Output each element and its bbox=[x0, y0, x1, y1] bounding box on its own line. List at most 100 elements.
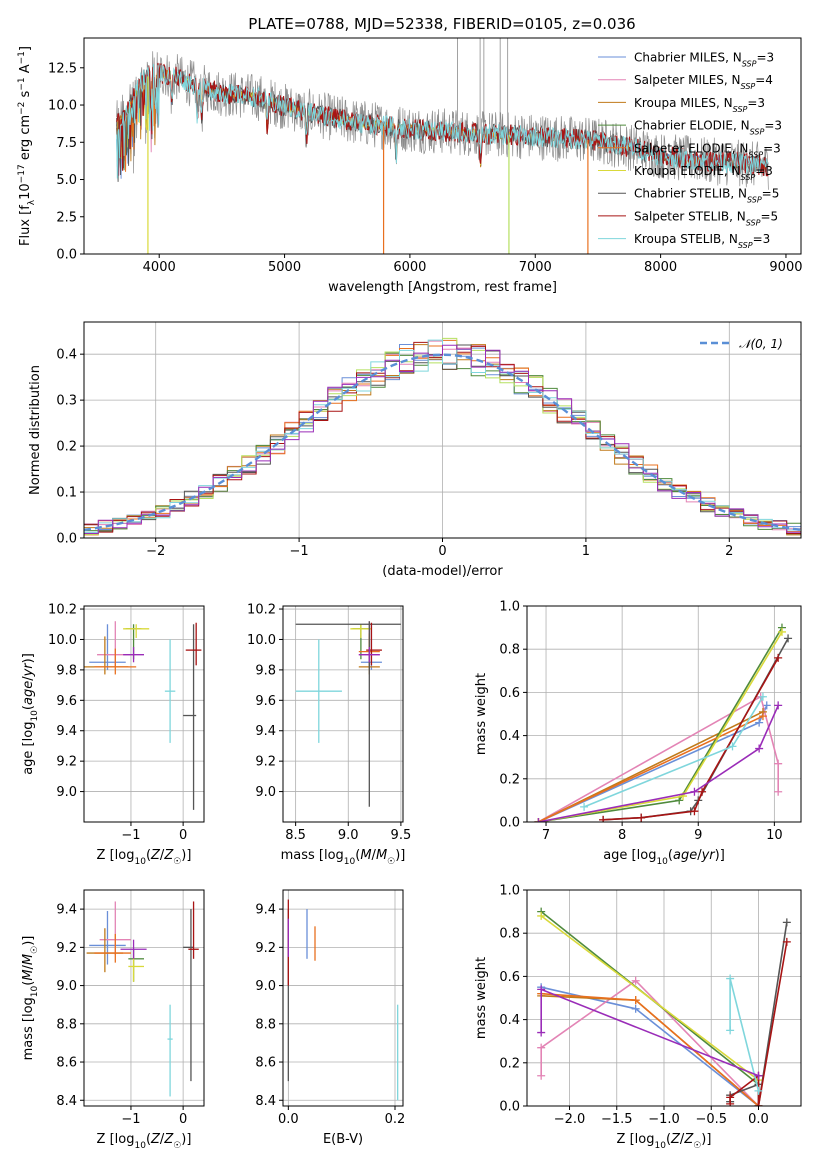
y-tick-label: 9.4 bbox=[56, 724, 77, 739]
weight-marker bbox=[637, 813, 646, 822]
weight-marker bbox=[774, 759, 783, 768]
weight-line bbox=[540, 979, 760, 1106]
x-tick-label: 7 bbox=[542, 828, 550, 843]
legend-label-tail: =3 bbox=[756, 51, 774, 65]
y-axis-label: mass weight bbox=[474, 673, 489, 755]
x-axis-label: mass [log10(M/M☉)] bbox=[281, 848, 406, 867]
errorbar-point bbox=[185, 622, 202, 666]
x-axis-label: Z [log10(Z/Z☉)] bbox=[617, 1132, 712, 1151]
plot-area-weight_vs_age bbox=[534, 623, 793, 822]
plot-area-age_vs_mass bbox=[295, 621, 401, 807]
errorbar-point bbox=[123, 647, 144, 663]
weight-marker bbox=[599, 815, 608, 822]
y-tick-label: 9.0 bbox=[255, 979, 276, 994]
y-tick-label: 0.4 bbox=[499, 729, 520, 744]
x-tick-label: 10 bbox=[766, 828, 783, 843]
x-tick-label: 6000 bbox=[393, 260, 426, 275]
legend-label-tail: =3 bbox=[753, 232, 771, 246]
weight-marker bbox=[754, 1086, 763, 1095]
legend-label-tail: =3 bbox=[747, 96, 765, 110]
legend-label-subscript: SSP bbox=[738, 241, 753, 250]
axes-frame: −1 0 9.0 9.2 9.4 9.6 9.8 10.0 10.2 Z [log10(Z/Z☉)… bbox=[21, 603, 205, 867]
legend-label-subscript: SSP bbox=[747, 195, 762, 204]
legend-label: Kroupa STELIB, NSSP=3 bbox=[634, 232, 770, 250]
weight-marker bbox=[675, 796, 684, 805]
y-tick-label: 10.2 bbox=[48, 603, 77, 618]
plot-area-age_vs_Z bbox=[84, 621, 202, 810]
legend-label-text: Salpeter STELIB, N bbox=[634, 209, 746, 223]
x-tick-label: 2 bbox=[725, 544, 733, 559]
x-tick-label: 1 bbox=[582, 544, 590, 559]
errorbar-point bbox=[350, 624, 372, 638]
legend-label-subscript: SSP bbox=[750, 127, 765, 136]
legend-label: Chabrier ELODIE, NSSP=3 bbox=[634, 119, 782, 137]
weight-line bbox=[541, 986, 759, 1106]
y-tick-label: 8.4 bbox=[255, 1094, 276, 1109]
legend-label: Kroupa ELODIE, NSSP=3 bbox=[634, 164, 773, 182]
legend-label-tail: =5 bbox=[762, 187, 780, 201]
legend-label-tail: =3 bbox=[755, 164, 773, 178]
x-tick-label: −2.0 bbox=[554, 1112, 586, 1127]
y-tick-label: 0.2 bbox=[56, 440, 77, 455]
axes-frame: 7 8 9 10 0.0 0.2 0.4 0.6 0.8 1.0 age [log10(age/yr… bbox=[474, 600, 802, 867]
axes-frame: 4000 5000 6000 7000 8000 9000 0.0 2.5 5.0 7.5 10.0… bbox=[17, 37, 803, 295]
axes-frame: −2.0 −1.5 −1.0 −0.5 0.0 0.0 0.2 0.4 0.6 0.8 1.0 Z [… bbox=[474, 884, 802, 1151]
panel-residuals: −2 −1 0 1 2 0.0 0.1 0.2 0.3 0.4 (data-model)/error… bbox=[28, 321, 802, 579]
weight-marker bbox=[537, 985, 546, 994]
axes-frame: 8.5 9.0 9.5 9.0 9.2 9.4 9.6 9.8 10.0 10.2 mass [lo… bbox=[247, 603, 411, 867]
y-tick-label: 0.0 bbox=[56, 248, 77, 263]
errorbar-point bbox=[183, 909, 194, 1082]
panel-weight_vs_age: 7 8 9 10 0.0 0.2 0.4 0.6 0.8 1.0 age [log10(age/yr… bbox=[474, 600, 802, 867]
weight-line bbox=[538, 715, 764, 822]
weight-marker bbox=[631, 1004, 640, 1013]
weight-marker bbox=[698, 787, 707, 796]
y-tick-label: 9.0 bbox=[255, 785, 276, 800]
x-tick-label: 9 bbox=[694, 828, 702, 843]
y-axis-label: age [log10(age/yr)] bbox=[21, 653, 40, 775]
axes-border bbox=[83, 889, 205, 1107]
axes-frame: 0.0 0.2 8.4 8.6 8.8 9.0 9.2 9.4 E(B-V) bbox=[255, 889, 405, 1147]
y-tick-label: 2.5 bbox=[56, 210, 77, 225]
weight-marker bbox=[755, 718, 764, 727]
errorbar-point bbox=[94, 648, 137, 675]
x-tick-label: 0.0 bbox=[748, 1112, 769, 1127]
weight-marker bbox=[754, 1102, 763, 1106]
plot-area-mass_vs_ebv bbox=[287, 899, 399, 1101]
x-tick-label: −1 bbox=[121, 1112, 140, 1127]
y-tick-label: 9.4 bbox=[255, 903, 276, 918]
x-tick-label: −2 bbox=[146, 544, 165, 559]
errorbar-point bbox=[164, 639, 176, 743]
weight-marker bbox=[758, 712, 767, 721]
legend-label-tail: =5 bbox=[760, 209, 778, 223]
legend-label-text: Kroupa MILES, N bbox=[634, 96, 733, 110]
legend-label: Kroupa MILES, NSSP=3 bbox=[634, 96, 765, 114]
y-tick-label: 5.0 bbox=[56, 173, 77, 188]
errorbar-point bbox=[167, 1004, 173, 1097]
weight-marker bbox=[784, 634, 793, 643]
x-tick-label: 5000 bbox=[268, 260, 301, 275]
y-tick-label: 0.2 bbox=[499, 1056, 520, 1071]
axes-border bbox=[282, 889, 404, 1107]
figure-title: PLATE=0788, MJD=52338, FIBERID=0105, z=0… bbox=[248, 15, 635, 33]
y-tick-label: 0.1 bbox=[56, 486, 77, 501]
weight-marker bbox=[782, 918, 791, 927]
y-tick-label: 0.8 bbox=[499, 927, 520, 942]
legend: 𝒩(0, 1) bbox=[700, 337, 783, 351]
weight-marker bbox=[782, 937, 791, 946]
x-tick-label: 8 bbox=[618, 828, 626, 843]
panel-age_vs_Z: −1 0 9.0 9.2 9.4 9.6 9.8 10.0 10.2 Z [log10(Z/Z☉)… bbox=[21, 603, 205, 867]
errorbar-point bbox=[183, 624, 197, 810]
weight-marker bbox=[537, 1028, 546, 1037]
y-tick-label: 12.5 bbox=[48, 61, 77, 76]
panel-age_vs_mass: 8.5 9.0 9.5 9.0 9.2 9.4 9.6 9.8 10.0 10.2 mass [lo… bbox=[247, 603, 411, 867]
weight-line bbox=[538, 695, 779, 822]
spectrum-model-line bbox=[116, 68, 511, 172]
weight-marker bbox=[777, 627, 786, 636]
legend-label-text: Kroupa STELIB, N bbox=[634, 232, 738, 246]
plot-area-spectrum bbox=[116, 38, 769, 254]
legend-label-text: Salpeter ELODIE, N bbox=[634, 141, 748, 155]
weight-line bbox=[538, 631, 783, 822]
y-tick-label: 9.6 bbox=[255, 694, 276, 709]
errorbar-point bbox=[120, 939, 147, 959]
